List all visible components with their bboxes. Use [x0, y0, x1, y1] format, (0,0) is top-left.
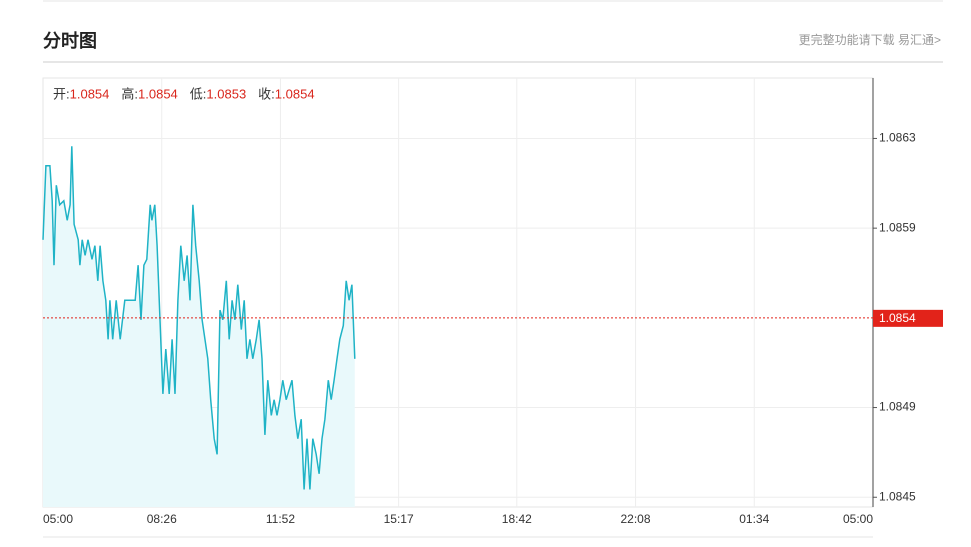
stat-label: 高: [121, 86, 138, 101]
stat-label: 收: [258, 86, 275, 101]
y-tick-label: 1.0845 [879, 489, 916, 503]
x-tick-label: 22:08 [621, 512, 651, 526]
last-price-tag [873, 309, 943, 327]
download-link[interactable]: 更完整功能请下载 易汇通> [799, 32, 941, 47]
x-tick-label: 15:17 [384, 512, 414, 526]
stat-label: 低: [190, 86, 207, 101]
page-title: 分时图 [43, 31, 97, 51]
x-tick-label: 11:52 [266, 512, 295, 526]
stat-value: 1.0854 [138, 86, 178, 101]
stat-label: 开: [53, 86, 70, 101]
x-tick-label: 05:00 [843, 512, 873, 526]
stat-value: 1.0853 [206, 86, 246, 101]
y-tick-label: 1.0849 [879, 400, 916, 414]
x-tick-label: 18:42 [502, 512, 532, 526]
x-tick-label: 01:34 [739, 512, 769, 526]
y-tick-label: 1.0863 [879, 131, 916, 145]
x-tick-label: 08:26 [147, 512, 177, 526]
x-tick-label: 05:00 [43, 512, 73, 526]
stat-value: 1.0854 [70, 86, 110, 101]
price-line [42, 146, 356, 490]
y-tick-label: 1.0859 [879, 220, 916, 234]
price-area [43, 146, 355, 508]
stat-value: 1.0854 [275, 86, 315, 101]
last-price-label: 1.0854 [879, 311, 916, 325]
